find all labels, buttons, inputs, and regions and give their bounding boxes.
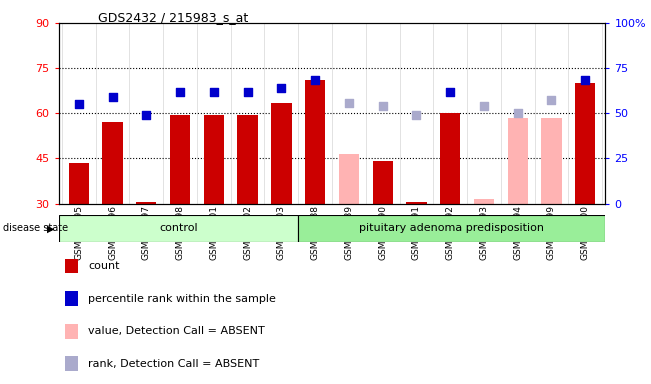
Bar <box>271 103 292 204</box>
Text: value, Detection Call = ABSENT: value, Detection Call = ABSENT <box>88 326 265 336</box>
Point <box>242 89 253 95</box>
Point <box>478 103 489 109</box>
Point <box>175 89 186 95</box>
Bar <box>440 113 460 204</box>
Bar <box>59 215 298 242</box>
Point <box>580 77 590 83</box>
Bar <box>339 154 359 204</box>
Point <box>107 94 118 100</box>
Text: ▶: ▶ <box>46 223 54 233</box>
Bar <box>541 118 562 204</box>
Bar <box>372 161 393 204</box>
Bar <box>305 80 326 204</box>
Bar <box>508 118 528 204</box>
Point <box>276 84 286 91</box>
Point <box>344 100 354 106</box>
Text: percentile rank within the sample: percentile rank within the sample <box>88 293 276 304</box>
Bar <box>69 163 89 204</box>
Point <box>411 112 422 118</box>
Point <box>546 97 557 103</box>
Point <box>512 110 523 116</box>
Bar <box>102 122 123 204</box>
Text: rank, Detection Call = ABSENT: rank, Detection Call = ABSENT <box>88 359 259 369</box>
Bar <box>406 202 426 204</box>
Text: disease state: disease state <box>3 223 68 233</box>
Bar <box>136 202 156 204</box>
Text: control: control <box>159 223 197 233</box>
Point <box>209 89 219 95</box>
Point <box>141 112 152 118</box>
Text: count: count <box>88 261 120 271</box>
Text: GDS2432 / 215983_s_at: GDS2432 / 215983_s_at <box>98 12 248 25</box>
Bar <box>170 115 190 204</box>
Bar <box>204 115 224 204</box>
Text: pituitary adenoma predisposition: pituitary adenoma predisposition <box>359 223 544 233</box>
Point <box>445 89 455 95</box>
Point <box>378 103 388 109</box>
Point <box>74 101 84 108</box>
Point <box>310 77 320 83</box>
Bar <box>298 215 605 242</box>
Bar <box>474 199 494 204</box>
Bar <box>575 83 595 204</box>
Bar <box>238 115 258 204</box>
